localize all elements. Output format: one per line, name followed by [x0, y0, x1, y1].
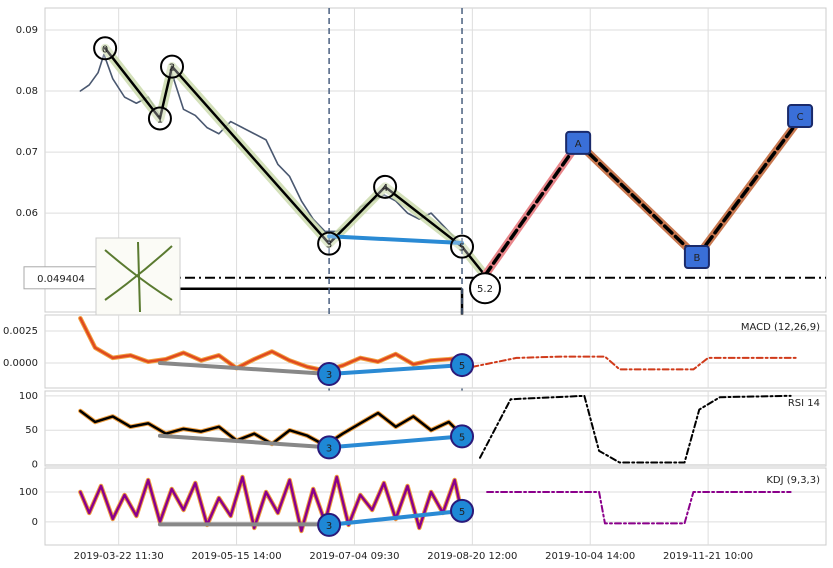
price-line [79, 53, 462, 245]
guide-line [327, 363, 465, 377]
wave-label-marker [93, 36, 118, 61]
marker-label: 5 [459, 432, 465, 443]
marker-label: B [693, 253, 700, 264]
indicator-line [79, 316, 462, 372]
wave-label-marker [317, 231, 342, 256]
x-tick-label: 2019-05-15 14:00 [192, 551, 282, 562]
target-marker [787, 104, 814, 129]
panel-label: MACD (12,26,9) [741, 322, 820, 333]
marker-label: 3 [326, 443, 332, 454]
y-tick-label: 50 [25, 425, 38, 436]
guide-line [327, 508, 465, 527]
forecast-line [479, 394, 792, 464]
guide-line [157, 433, 332, 450]
x-tick-label: 2019-03-22 11:30 [74, 551, 164, 562]
y-tick-label: 100 [19, 391, 38, 402]
signal-marker [450, 353, 475, 378]
marker-label: A [575, 139, 582, 150]
marker-label: 3 [326, 240, 332, 251]
x-tick-label: 2019-11-21 10:00 [663, 551, 753, 562]
y-tick-label: 0 [32, 460, 38, 471]
wave-label-marker [160, 54, 185, 79]
marker-label: C [797, 112, 804, 123]
marker-label: 3 [326, 370, 332, 381]
panel-label: KDJ (9,3,3) [766, 475, 820, 486]
level-label: 0.049404 [37, 274, 85, 285]
y-tick-label: 0.06 [16, 208, 38, 219]
panel-label: RSI 14 [788, 398, 820, 409]
target-marker [683, 245, 710, 270]
panel [44, 314, 827, 389]
x-tick-label: 2019-07-04 09:30 [309, 551, 399, 562]
guide-line [327, 234, 465, 246]
forecast-line [486, 490, 792, 525]
marker-label: 0 [102, 44, 108, 55]
y-tick-label: 0.0025 [3, 326, 38, 337]
wave-label-marker [469, 272, 502, 305]
y-tick-label: 0.08 [16, 86, 38, 97]
wave-label-marker [373, 174, 398, 199]
marker-label: 5.2 [477, 284, 493, 295]
indicator-line [79, 475, 462, 533]
signal-marker [450, 424, 475, 449]
signal-marker [317, 512, 342, 537]
wave-label-marker [450, 234, 475, 259]
wave-label-marker [147, 106, 172, 131]
x-tick-label: 2019-10-04 14:00 [545, 551, 635, 562]
y-tick-label: 0 [32, 517, 38, 528]
marker-label: 1 [157, 114, 163, 125]
target-marker [565, 130, 592, 155]
y-tick-label: 0.0000 [3, 358, 38, 369]
panel [44, 467, 827, 546]
marker-label: 2 [169, 63, 175, 74]
guide-line [327, 434, 465, 450]
marker-label: 5 [459, 507, 465, 518]
signal-marker [317, 362, 342, 387]
marker-label: 5 [459, 243, 465, 254]
y-tick-label: 0.07 [16, 147, 38, 158]
marker-label: 3 [326, 521, 332, 532]
forecast-line [483, 141, 580, 278]
signal-marker [450, 498, 475, 523]
y-tick-label: 100 [19, 487, 38, 498]
signal-marker [317, 435, 342, 460]
marker-label: 4 [382, 183, 388, 194]
marker-label: 5 [459, 361, 465, 372]
x-tick-label: 2019-08-20 12:00 [427, 551, 517, 562]
inset-art [104, 241, 173, 313]
y-tick-label: 0.09 [16, 25, 38, 36]
forecast-line [471, 355, 798, 371]
guide-line [157, 361, 332, 377]
